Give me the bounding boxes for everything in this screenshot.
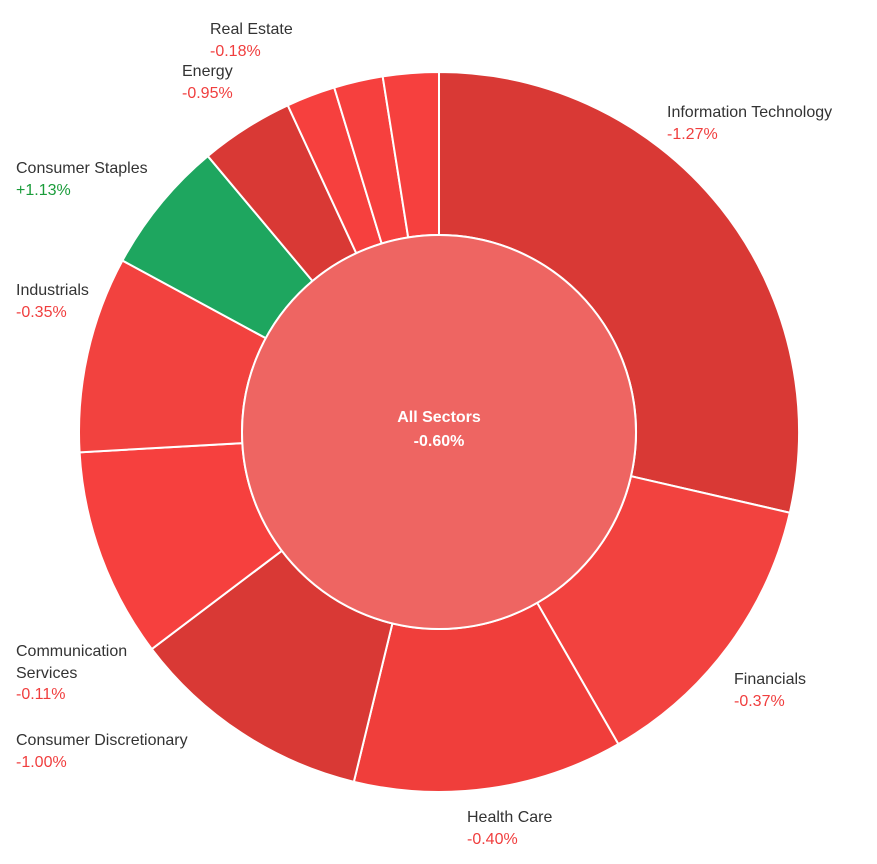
label-name: Consumer Staples [16, 160, 148, 177]
center-label: All Sectors [397, 409, 481, 426]
center-circle[interactable] [241, 234, 637, 630]
donut-ring [78, 70, 800, 793]
center-value: -0.60% [414, 433, 465, 450]
label-line-1: Communication [16, 643, 127, 660]
label-communication-services: Communication Services -0.11% [16, 643, 132, 703]
label-value: -0.40% [467, 831, 518, 848]
label-health-care: Health Care -0.40% [467, 809, 552, 848]
label-value: -1.27% [667, 126, 718, 143]
label-consumer-discretionary: Consumer Discretionary -1.00% [16, 732, 188, 771]
label-value: -0.11% [16, 686, 66, 703]
label-value: -0.95% [182, 85, 233, 102]
label-industrials: Industrials -0.35% [16, 282, 89, 321]
label-value: -0.18% [210, 43, 261, 60]
label-value: -0.35% [16, 304, 67, 321]
label-value: -0.37% [734, 693, 785, 710]
label-value: -1.00% [16, 754, 67, 771]
label-line-2: Services [16, 665, 77, 682]
label-name: Communication Services [16, 643, 132, 682]
label-name: Financials [734, 671, 806, 688]
label-energy: Energy -0.95% [182, 63, 233, 102]
label-consumer-staples: Consumer Staples +1.13% [16, 160, 148, 199]
label-name: Energy [182, 63, 233, 80]
label-name: Health Care [467, 809, 552, 826]
label-name: Consumer Discretionary [16, 732, 188, 749]
label-value: +1.13% [16, 182, 71, 199]
label-information-technology: Information Technology -1.27% [667, 104, 832, 143]
label-name: Information Technology [667, 104, 832, 121]
label-real-estate: Real Estate -0.18% [210, 21, 293, 60]
label-name: Real Estate [210, 21, 293, 38]
label-financials: Financials -0.37% [734, 671, 806, 710]
label-name: Industrials [16, 282, 89, 299]
